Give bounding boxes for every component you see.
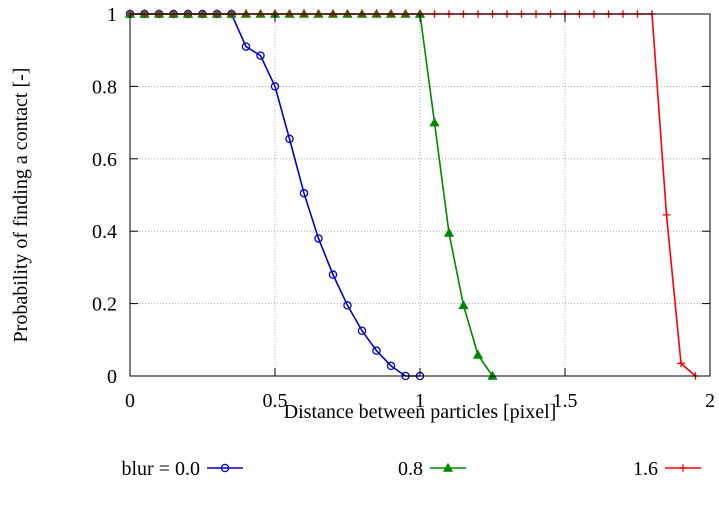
y-tick-label: 0.8 [92, 76, 117, 98]
data-point [443, 227, 455, 237]
data-point [314, 234, 323, 243]
data-point [241, 42, 251, 51]
data-point [357, 326, 367, 335]
data-point [270, 82, 280, 91]
data-point [429, 117, 440, 127]
legend-label: 1.6 [633, 458, 658, 480]
y-tick-label: 0.6 [92, 149, 117, 171]
y-tick-label: 0.2 [92, 294, 117, 316]
data-point [487, 370, 498, 380]
data-point [472, 349, 484, 359]
legend-label: blur = 0.0 [122, 458, 201, 480]
x-tick-label: 1 [415, 390, 425, 412]
y-tick-label: 1 [107, 4, 117, 26]
data-point [386, 361, 396, 371]
legend-marker [679, 464, 687, 472]
data-point [285, 134, 294, 144]
data-point [299, 188, 309, 198]
data-point [372, 346, 381, 355]
x-axis-title: Distance between particles [pixel] [284, 401, 557, 423]
legend-marker [220, 463, 230, 473]
data-point [343, 301, 352, 310]
data-point [256, 51, 265, 60]
data-point [677, 359, 685, 368]
legend-entry: 1.6 [633, 458, 701, 480]
y-tick-label: 0.4 [92, 221, 117, 243]
legend: blur = 0.0 0.8 1.6 [122, 458, 701, 480]
y-tick-label: 0 [107, 366, 117, 388]
x-tick-label: 0.5 [263, 390, 288, 412]
axis-ticks: 0 0.5 1 1.5 2 0 0.2 0.4 0.6 0.8 1 [92, 4, 715, 412]
data-point [328, 270, 338, 279]
legend-marker [442, 462, 454, 472]
x-tick-label: 2 [705, 390, 715, 412]
y-axis-title: Probability of finding a contact [-] [10, 68, 32, 343]
legend-entry: 0.8 [398, 458, 466, 480]
x-tick-label: 1.5 [553, 390, 578, 412]
data-point [458, 300, 469, 310]
legend-label: 0.8 [398, 458, 423, 480]
x-tick-label: 0 [125, 390, 135, 412]
legend-entry: blur = 0.0 [122, 458, 243, 480]
data-point [662, 211, 671, 219]
grid-lines [130, 14, 710, 376]
